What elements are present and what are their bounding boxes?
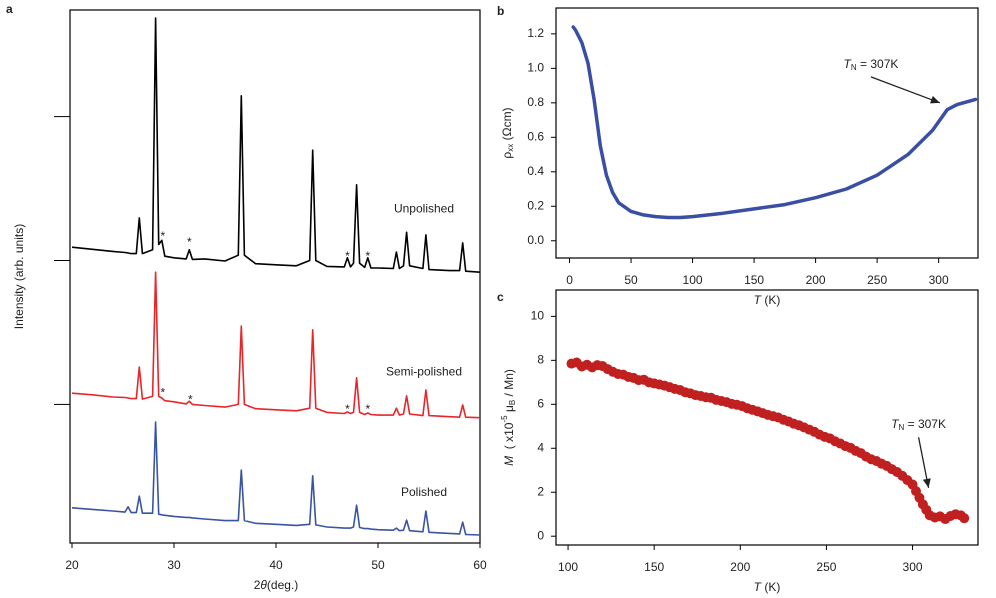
y-tick-label: 1.2: [527, 26, 544, 40]
x-tick-label: 60: [473, 558, 487, 572]
plot-frame: [69, 9, 481, 544]
x-tick-label: 40: [269, 558, 283, 572]
label-part: T: [844, 57, 853, 71]
peak-marker: *: [345, 402, 350, 416]
label-part: -5: [500, 415, 509, 423]
arrow-head: [922, 478, 931, 488]
annotation: TN = 307K: [891, 417, 946, 432]
y-axis-label: M ( x10-5 μB / Mn): [500, 369, 517, 466]
y-axis-label: ρxx (Ωcm): [500, 107, 515, 158]
y-tick-label: 10: [531, 309, 545, 323]
label-part: B: [508, 400, 517, 405]
xrd-line: [71, 17, 481, 273]
x-tick-label: 150: [744, 273, 764, 287]
label-part: ( x10: [502, 422, 516, 456]
data-point: [959, 513, 970, 524]
y-tick-label: 4: [537, 440, 544, 454]
xrd-line: [71, 271, 481, 419]
x-tick-label: 250: [867, 273, 887, 287]
label-part: M: [502, 456, 516, 466]
label-part: / Mn): [502, 369, 516, 400]
label-part: T: [891, 417, 900, 431]
peak-marker: *: [188, 392, 193, 406]
label-part: (K): [761, 580, 780, 594]
x-axis-label: 2θ(deg.): [254, 578, 299, 592]
plot-frame: [555, 289, 979, 546]
peak-marker: *: [345, 249, 350, 263]
peak-marker: *: [160, 229, 165, 243]
x-tick-label: 50: [624, 273, 638, 287]
x-tick-label: 250: [816, 560, 836, 574]
peak-marker: *: [187, 235, 192, 249]
x-tick-label: 30: [167, 558, 181, 572]
panel-label: b: [497, 4, 504, 18]
x-tick-label: 200: [806, 273, 826, 287]
y-axis-label: Intensity (arb. units): [12, 224, 26, 329]
peak-marker: *: [365, 249, 370, 263]
y-tick-label: 0.0: [527, 233, 544, 247]
y-tick-label: 2: [537, 484, 544, 498]
label-part: = 307K: [857, 57, 899, 71]
label-part: μ: [502, 405, 516, 415]
y-tick-label: 0: [537, 528, 544, 542]
x-tick-label: 150: [644, 560, 664, 574]
annotation-arrow: [870, 76, 941, 104]
x-tick-label: 100: [683, 273, 703, 287]
panel-label: c: [497, 290, 504, 304]
y-tick-label: 0.4: [527, 164, 544, 178]
label-part: T: [754, 580, 763, 594]
label-part: N: [851, 63, 857, 72]
label-part: (K): [761, 293, 780, 307]
label-part: (Ωcm): [500, 107, 514, 143]
arrow-head: [930, 95, 940, 104]
y-tick-label: 0.2: [527, 198, 544, 212]
label-part: ρ: [500, 152, 514, 159]
y-tick-label: 6: [537, 396, 544, 410]
data-line: [571, 25, 978, 220]
label-part: N: [899, 423, 905, 432]
x-tick-label: 300: [929, 273, 949, 287]
y-tick-label: 1.0: [527, 61, 544, 75]
label-part: 2: [254, 578, 261, 592]
label-part: θ: [260, 578, 267, 592]
peak-marker: *: [160, 385, 165, 399]
x-axis-label: T (K): [754, 293, 781, 307]
label-part: (deg.): [267, 578, 298, 592]
label-part: T: [754, 293, 763, 307]
x-tick-label: 200: [730, 560, 750, 574]
annotation: TN = 307K: [844, 57, 899, 72]
label-part: = 307K: [904, 417, 946, 431]
series-label: Polished: [401, 485, 447, 499]
label-part: xx: [506, 144, 515, 152]
series-label: Semi-polished: [386, 364, 462, 378]
y-tick-label: 0.8: [527, 95, 544, 109]
series-label: Unpolished: [394, 201, 454, 215]
x-tick-label: 20: [65, 558, 79, 572]
xrd-line: [71, 421, 481, 536]
x-tick-label: 100: [558, 560, 578, 574]
plot-frame: [555, 7, 979, 259]
x-axis-label: T (K): [754, 580, 781, 594]
peak-marker: *: [365, 402, 370, 416]
y-tick-label: 8: [537, 353, 544, 367]
x-tick-label: 50: [371, 558, 385, 572]
x-tick-label: 300: [903, 560, 923, 574]
panel-label: a: [6, 2, 13, 16]
y-tick-label: 0.6: [527, 129, 544, 143]
x-tick-label: 0: [566, 273, 573, 287]
